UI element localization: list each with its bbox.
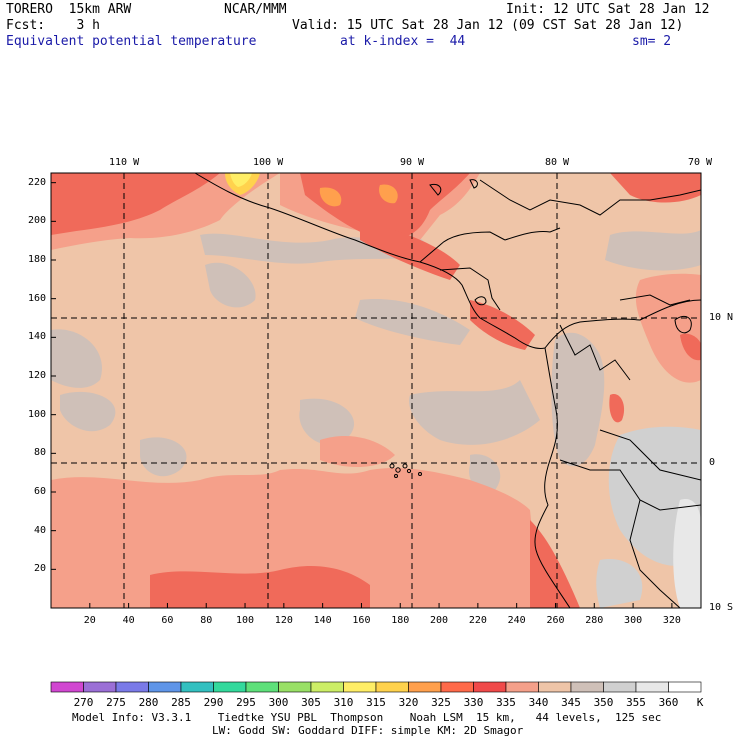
colorbar-level-label: 310 [333, 696, 354, 709]
x-tick-label: 80 [200, 615, 213, 626]
lon-label-90w: 90 W [399, 157, 425, 168]
lon-label-100w: 100 W [253, 157, 284, 168]
coastlines [194, 173, 701, 608]
lat-label-10s: 10 S [709, 602, 734, 613]
colorbar-level-label: 315 [366, 696, 386, 709]
colorbar-swatch [473, 681, 507, 693]
colorbar [50, 681, 702, 693]
model-info-line2: LW: Godd SW: Goddard DIFF: simple KM: 2D… [212, 724, 524, 737]
colorbar-level-label: 295 [236, 696, 256, 709]
colorbar-swatch [440, 681, 474, 693]
colorbar-level-label: 305 [301, 696, 321, 709]
x-tick-label: 160 [352, 615, 371, 626]
x-tick-label: 100 [235, 615, 255, 626]
x-tick-label: 120 [274, 615, 293, 626]
colorbar-swatch [505, 681, 539, 693]
colorbar-level-label: 360 [658, 696, 679, 709]
field-warm-spots [225, 173, 398, 207]
colorbar-swatch [603, 681, 637, 693]
x-tick-label: 260 [546, 615, 565, 626]
colorbar-unit: K [696, 696, 704, 709]
colorbar-swatch [115, 681, 149, 693]
y-tick-label: 220 [27, 176, 46, 188]
y-tick-label: 180 [27, 254, 46, 265]
map-frame [50, 172, 702, 609]
colorbar-swatch [245, 681, 279, 693]
colorbar-level-label: 280 [138, 696, 159, 709]
colorbar-level-label: 340 [528, 696, 549, 709]
x-tick-label: 240 [507, 615, 526, 626]
colorbar-swatch [375, 681, 409, 693]
colorbar-swatch [570, 681, 604, 693]
x-tick-label: 220 [468, 615, 487, 626]
x-tick-label: 180 [391, 615, 410, 626]
lon-label-110w: 110 W [109, 157, 140, 168]
galapagos-islands [389, 463, 422, 478]
x-tick-label: 20 [83, 615, 96, 626]
lon-label-70w: 70 W [687, 157, 713, 168]
x-tick-label: 280 [585, 615, 604, 626]
lon-label-80w: 80 W [544, 157, 570, 168]
y-tick-label: 120 [27, 370, 46, 381]
y-tick-label: 100 [27, 408, 46, 420]
init-time: Init: 12 UTC Sat 28 Jan 12 [506, 2, 710, 17]
colorbar-level-label: 290 [203, 696, 224, 709]
center-label: NCAR/MMM [224, 2, 287, 17]
lat-label-10n: 10 N [709, 312, 734, 323]
y-tick-label: 20 [33, 563, 46, 575]
x-tick-label: 60 [161, 615, 174, 626]
x-tick-label: 200 [430, 615, 449, 626]
smoothing-label: sm= 2 [632, 34, 672, 49]
level-label: at k-index = 44 [340, 34, 466, 49]
colorbar-level-label: 270 [73, 696, 94, 709]
x-tick-label: 40 [122, 615, 135, 626]
x-tick-label: 140 [313, 615, 332, 626]
valid-time: Valid: 15 UTC Sat 28 Jan 12 (09 CST Sat … [292, 18, 684, 33]
colorbar-swatch [310, 681, 344, 693]
x-tick-label: 320 [662, 615, 681, 626]
y-tick-label: 60 [33, 486, 46, 497]
colorbar-swatch [180, 681, 214, 693]
temperature-field [51, 173, 701, 608]
colorbar-swatch [148, 681, 182, 693]
model-title: TORERO 15km ARW [6, 2, 132, 17]
colorbar-swatch [83, 681, 117, 693]
colorbar-level-label: 350 [593, 696, 614, 709]
latlon-gridlines [51, 173, 701, 608]
y-tick-label: 80 [33, 447, 46, 459]
colorbar-swatch [635, 681, 669, 693]
lat-label-0: 0 [709, 457, 716, 468]
colorbar-swatch [213, 681, 247, 693]
y-tick-label: 40 [33, 524, 46, 536]
colorbar-swatch [538, 681, 572, 693]
colorbar-level-label: 330 [463, 696, 484, 709]
y-tick-label: 160 [27, 292, 46, 304]
colorbar-level-label: 355 [626, 696, 646, 709]
colorbar-level-label: 285 [171, 696, 191, 709]
equivalent-potential-temperature-map [50, 172, 702, 609]
x-tick-label: 300 [624, 615, 643, 626]
colorbar-swatch [278, 681, 312, 693]
colorbar-swatch [343, 681, 377, 693]
y-tick-label: 140 [27, 331, 46, 343]
y-tick-label: 200 [27, 215, 46, 227]
colorbar-level-label: 320 [398, 696, 419, 709]
colorbar-swatch [668, 681, 702, 693]
colorbar-swatch [408, 681, 442, 693]
colorbar-level-label: 345 [561, 696, 581, 709]
model-info-line1: Model Info: V3.3.1 Tiedtke YSU PBL Thomp… [72, 711, 662, 724]
colorbar-swatch [50, 681, 84, 693]
colorbar-level-label: 335 [496, 696, 516, 709]
colorbar-level-label: 275 [106, 696, 126, 709]
frame-ticks [51, 182, 673, 608]
field-name: Equivalent potential temperature [6, 34, 257, 49]
forecast-hour: Fcst: 3 h [6, 18, 100, 33]
colorbar-level-label: 300 [268, 696, 289, 709]
colorbar-level-label: 325 [431, 696, 451, 709]
